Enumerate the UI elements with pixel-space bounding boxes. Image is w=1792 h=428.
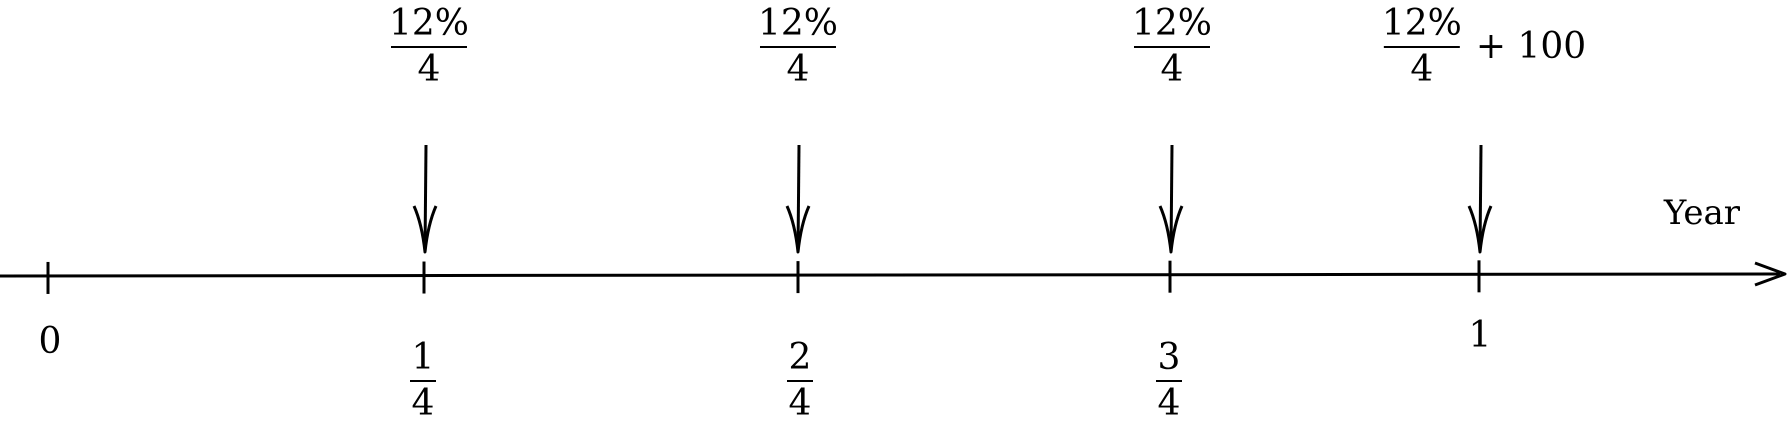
payment-denominator: 4 [417, 49, 441, 90]
payment-label-3: 12% 4 [1132, 6, 1212, 88]
fraction-bar [390, 46, 467, 48]
payment-numerator: 12% [757, 3, 839, 44]
tick-numerator: 2 [788, 337, 812, 378]
payment-denominator: 4 [1160, 49, 1184, 90]
payment-label-4: 12% 4 + 100 [1382, 6, 1586, 88]
payment-fraction: 12% 4 [389, 6, 469, 88]
payment-arrow [785, 144, 811, 254]
tick-label-1: 1 [1468, 315, 1492, 356]
tick-denominator: 4 [788, 383, 812, 424]
fraction-bar [787, 380, 813, 382]
payment-arrow [412, 144, 438, 254]
payment-numerator: 12% [388, 3, 470, 44]
tick-denominator: 4 [1157, 383, 1181, 424]
payment-numerator: 12% [1381, 3, 1462, 44]
tick-label-0: 0 [38, 321, 62, 362]
payment-numerator: 12% [1131, 3, 1213, 44]
fraction-bar [410, 380, 436, 382]
payment-denominator: 4 [1410, 49, 1434, 90]
tick-label-half: 2 4 [787, 340, 813, 422]
payment-denominator: 4 [786, 49, 810, 90]
tick-numerator: 1 [411, 337, 435, 378]
axis-arrowhead [1754, 261, 1787, 287]
tick-label-three-quarters: 3 4 [1156, 340, 1182, 422]
payment-arrow [1467, 144, 1493, 254]
payment-fraction: 12% 4 [758, 6, 838, 88]
tick-numerator: 3 [1157, 337, 1181, 378]
payment-fraction: 12% 4 [1132, 6, 1212, 88]
payment-principal: + 100 [1475, 26, 1587, 67]
payment-label-2: 12% 4 [758, 6, 838, 88]
fraction-bar [1156, 380, 1182, 382]
fraction-bar [1383, 46, 1460, 48]
timeline-axis-line [0, 272, 1781, 278]
payment-label-1: 12% 4 [389, 6, 469, 88]
fraction-bar [1133, 46, 1210, 48]
axis-title: Year [1663, 193, 1741, 233]
tick-label-quarter: 1 4 [410, 340, 436, 422]
payment-arrow [1158, 144, 1184, 254]
payment-fraction: 12% 4 [1382, 6, 1462, 88]
tick-denominator: 4 [411, 383, 435, 424]
fraction-bar [759, 46, 836, 48]
